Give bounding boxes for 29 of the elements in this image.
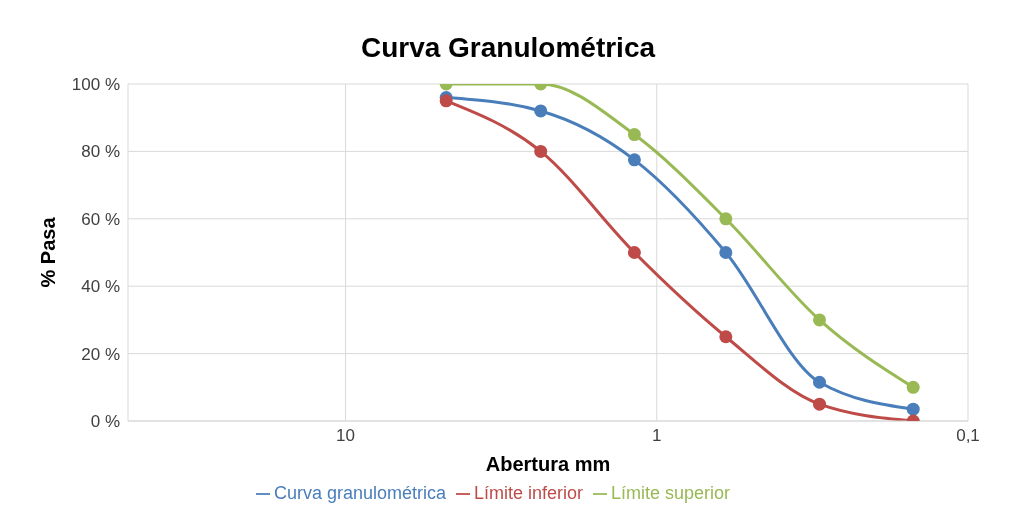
chart-title: Curva Granulométrica <box>359 31 657 65</box>
y-axis-title: % Pasa <box>37 216 60 288</box>
point <box>719 330 733 344</box>
point <box>813 397 827 411</box>
point <box>813 375 827 389</box>
point <box>439 94 453 108</box>
point <box>627 246 641 259</box>
x-tick-label: 10 <box>336 426 355 446</box>
point <box>813 313 827 327</box>
legend-label: Límite superior <box>611 483 731 503</box>
y-tick-label: 100 % <box>71 75 120 95</box>
point <box>627 128 641 142</box>
point <box>906 380 920 394</box>
x-tick-label: 0,1 <box>956 426 980 446</box>
y-tick-label: 80 % <box>81 142 120 162</box>
point <box>534 104 548 118</box>
point <box>906 402 920 416</box>
point <box>719 212 733 226</box>
y-tick-label: 60 % <box>81 209 120 229</box>
y-tick-label: 0 % <box>90 412 120 432</box>
x-tick-label: 1 <box>652 426 662 446</box>
legend-label: Límite inferior <box>473 483 584 503</box>
y-tick-label: 40 % <box>81 277 120 297</box>
point <box>627 153 641 167</box>
legend-label: Curva granulométrica <box>273 483 446 503</box>
x-axis-title: Abertura mm <box>485 453 611 475</box>
point <box>534 144 548 158</box>
y-tick-label: 20 % <box>81 344 120 364</box>
point <box>719 246 733 259</box>
